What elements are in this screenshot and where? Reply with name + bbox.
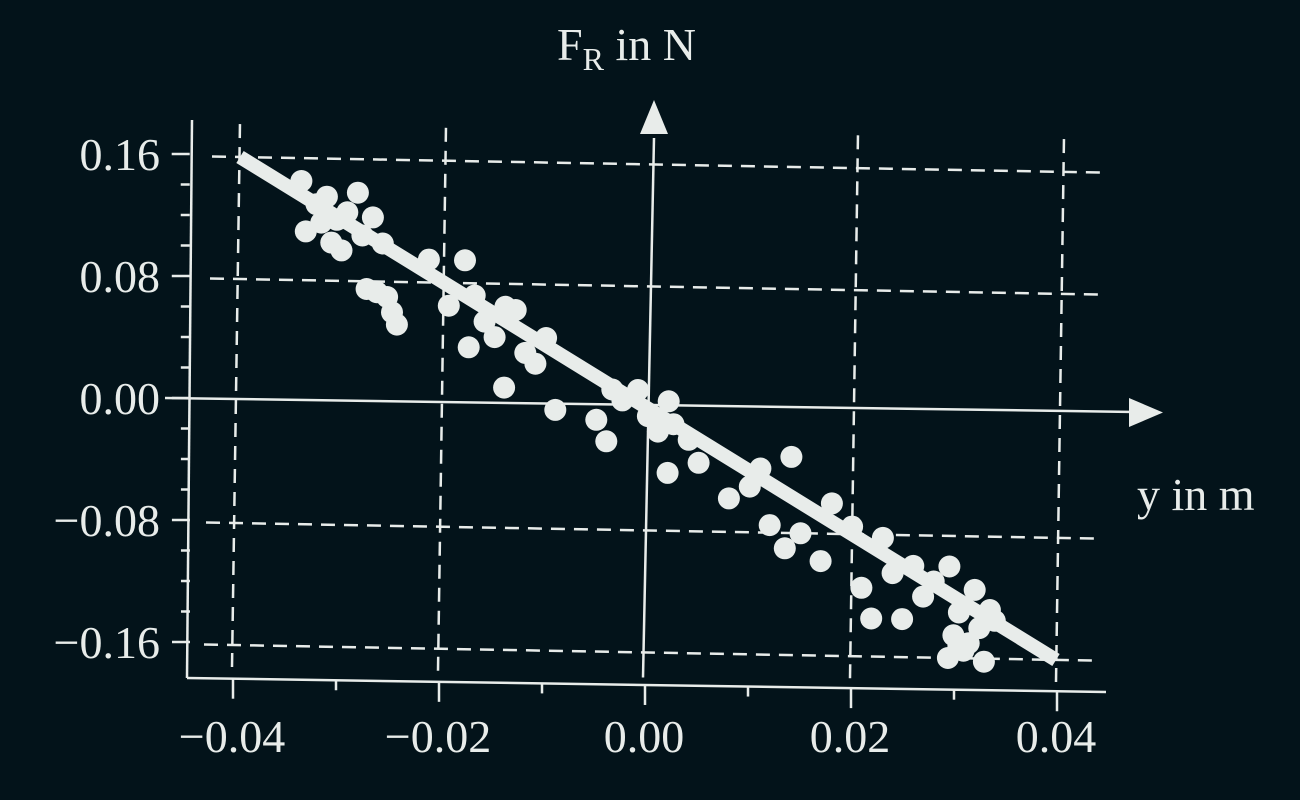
data-point (330, 239, 353, 262)
data-point (493, 376, 516, 399)
data-point (820, 492, 843, 515)
data-point (860, 607, 883, 630)
data-point (749, 457, 772, 480)
data-point (595, 430, 618, 453)
data-point (758, 514, 781, 537)
y-tick-label: −0.08 (54, 495, 160, 546)
gridline-y (209, 277, 1103, 296)
data-point (773, 537, 796, 560)
x-tick-label: 0.00 (604, 711, 685, 762)
data-point (535, 327, 558, 349)
data-point (717, 487, 740, 510)
x-tick-label: −0.04 (179, 711, 285, 762)
data-point (371, 232, 394, 255)
data-point (972, 650, 995, 673)
x-axis-arrowhead (1129, 398, 1163, 427)
y-tick-label: −0.16 (54, 617, 160, 668)
data-point (809, 550, 832, 573)
data-point (871, 526, 894, 549)
data-point (841, 515, 864, 538)
data-point (963, 578, 986, 601)
data-point (483, 326, 506, 349)
gridline-y (211, 155, 1105, 174)
y-tick-label: 0.08 (80, 251, 161, 302)
data-point (585, 408, 608, 431)
data-point (983, 609, 1006, 632)
y-axis-title-main: F (557, 19, 583, 70)
tick-labels: 0.16 0.08 0.00 −0.08 −0.16 −0.04 −0.02 0.00 0.02… (54, 129, 1097, 762)
data-point (662, 413, 685, 436)
data-point (336, 201, 359, 224)
x-tick-label: −0.02 (385, 711, 491, 762)
data-point (938, 555, 961, 578)
data-point (677, 428, 700, 451)
gridline-x (1054, 136, 1066, 683)
data-point (656, 461, 679, 484)
data-point (947, 601, 970, 624)
y-axis-arrowhead (640, 100, 668, 134)
x-axis-title: y in m (1137, 469, 1255, 520)
data-point (627, 379, 649, 401)
data-point (657, 390, 680, 413)
data-point (789, 522, 812, 545)
data-point (310, 211, 333, 234)
data-point (457, 336, 480, 359)
data-point (290, 170, 313, 192)
data-point (454, 249, 476, 272)
data-point (687, 451, 710, 474)
data-point (437, 294, 460, 317)
data-point (738, 475, 761, 498)
data-point (947, 635, 970, 657)
data-points (290, 170, 1006, 673)
data-point (850, 576, 873, 599)
data-point (891, 608, 914, 631)
gridline-x (230, 121, 242, 668)
y-axis-title-sub: R (583, 41, 605, 77)
y-axis-title: FR in N (557, 19, 696, 77)
data-point (385, 313, 408, 336)
data-point (881, 562, 904, 585)
y-tick-label: 0.16 (80, 129, 161, 180)
data-point (351, 224, 374, 247)
data-point (922, 570, 945, 593)
data-point (902, 554, 925, 577)
x-tick-label: 0.02 (810, 711, 891, 762)
y-tick-label: 0.00 (80, 373, 161, 424)
data-point (524, 352, 547, 375)
data-point (611, 389, 634, 412)
data-point (346, 181, 369, 204)
bottom-frame-axis (186, 676, 1107, 694)
data-point (463, 284, 486, 307)
data-point (361, 206, 384, 229)
data-point (544, 398, 567, 421)
data-point (780, 445, 803, 468)
gridline-x (436, 125, 448, 671)
data-point (315, 185, 338, 208)
gridline-y (205, 521, 1099, 540)
y-axis-title-rest: in N (604, 19, 696, 70)
data-point (417, 248, 440, 271)
data-point (504, 299, 527, 321)
x-tick-label: 0.04 (1016, 711, 1097, 762)
